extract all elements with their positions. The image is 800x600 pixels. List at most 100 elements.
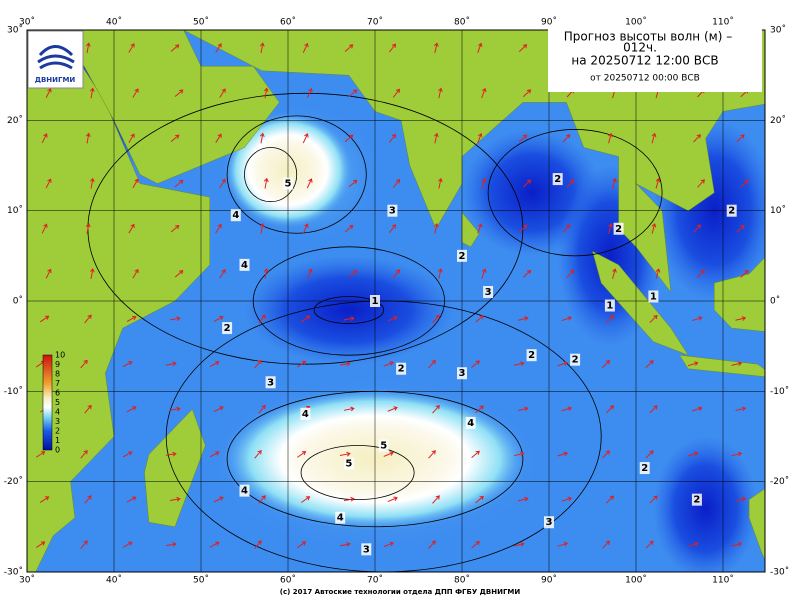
wave-direction-arrow — [45, 88, 52, 99]
arrow-shape — [89, 177, 95, 189]
arrow-shape — [383, 541, 394, 548]
land — [679, 354, 765, 377]
wave-direction-arrow — [651, 132, 657, 144]
arrow-shape — [687, 451, 699, 457]
arrow-shape — [432, 495, 440, 504]
wave-direction-arrow — [697, 179, 705, 188]
wave-direction-arrow — [475, 315, 484, 323]
wave-direction-arrow — [561, 316, 573, 322]
arrow-shape — [263, 268, 269, 279]
wave-direction-arrow — [438, 177, 443, 189]
arrow-shape — [170, 134, 180, 143]
wave-direction-arrow — [566, 269, 575, 278]
contour — [226, 115, 367, 234]
arrow-shape — [259, 222, 265, 234]
contour-label-bg — [483, 285, 494, 298]
lat-label-right: 30˚ — [770, 25, 786, 36]
arrow-shape — [215, 43, 222, 53]
arrow-shape — [339, 451, 351, 457]
wave-direction-arrow — [89, 268, 95, 279]
arrow-shape — [126, 496, 137, 503]
lon-label-top: 80˚ — [454, 17, 470, 28]
wave-direction-arrow — [343, 316, 355, 321]
logo-text: ДВНИГМИ — [35, 76, 76, 84]
arrow-shape — [209, 541, 220, 548]
wave-direction-arrow — [735, 496, 747, 502]
wave-direction-arrow — [388, 43, 397, 53]
wave-direction-arrow — [343, 406, 355, 412]
contour-label: 3 — [267, 377, 274, 388]
contour-label: 3 — [389, 206, 396, 217]
footer: (c) 2017 Автоские технологии отдела ДПП … — [280, 588, 521, 596]
lon-label-top: 100˚ — [625, 17, 647, 28]
colorbar-label: 9 — [55, 360, 60, 369]
arrow-shape — [522, 269, 532, 278]
arrow-shape — [740, 179, 749, 188]
wave-direction-arrow — [388, 224, 397, 234]
arrow-shape — [302, 42, 309, 53]
wave-direction-arrow — [731, 451, 743, 457]
wave-direction-arrow — [562, 134, 571, 143]
wave-direction-arrow — [432, 314, 440, 324]
wave-direction-arrow — [513, 451, 525, 457]
wave-direction-arrow — [471, 541, 480, 549]
arrow-shape — [557, 361, 569, 367]
arrow-shape — [258, 404, 266, 414]
title-line1: Прогноз высоты волн (м) – — [564, 30, 732, 44]
lon-label-bottom: 70˚ — [367, 575, 383, 586]
arrow-shape — [481, 87, 487, 99]
contour-label: 3 — [459, 368, 466, 379]
contour-label-bg — [343, 457, 354, 470]
lon-label-bottom: 40˚ — [106, 575, 122, 586]
arrow-shape — [165, 361, 177, 367]
wave-direction-arrow — [566, 179, 575, 188]
arrow-shape — [471, 450, 480, 459]
arrow-shape — [608, 223, 613, 234]
arrow-shape — [301, 315, 311, 323]
wave-direction-arrow — [297, 360, 307, 368]
wave-direction-arrow — [687, 451, 699, 457]
arrow-shape — [566, 179, 575, 188]
lon-label-top: 70˚ — [367, 17, 383, 28]
wave-direction-arrow — [85, 42, 91, 54]
arrow-shape — [601, 540, 611, 549]
wave-direction-arrow — [84, 495, 92, 504]
arrow-shape — [612, 268, 617, 279]
wave-direction-arrow — [301, 315, 311, 323]
arrow-shape — [477, 223, 483, 234]
wave-direction-arrow — [306, 178, 313, 189]
wave-direction-arrow — [517, 316, 529, 321]
wave-direction-arrow — [126, 406, 137, 413]
arrow-shape — [132, 268, 139, 279]
wave-direction-arrow — [687, 361, 699, 367]
lat-label-left: 0˚ — [13, 296, 23, 307]
arrow-shape — [132, 88, 139, 98]
arrow-shape — [608, 132, 613, 144]
arrow-shape — [645, 360, 654, 369]
arrow-shape — [477, 42, 483, 54]
arrow-shape — [522, 89, 532, 98]
wave-direction-arrow — [344, 44, 354, 52]
wave-direction-arrow — [122, 451, 133, 458]
wave-direction-arrow — [740, 269, 749, 278]
contour-label-bg — [691, 493, 702, 506]
lon-label-bottom: 90˚ — [541, 575, 557, 586]
contour-label-bg — [396, 362, 407, 375]
arrow-shape — [263, 87, 269, 99]
wave-direction-arrow — [170, 44, 180, 52]
wave-direction-arrow — [735, 316, 747, 321]
arrow-shape — [254, 359, 262, 369]
arrow-shape — [174, 179, 184, 188]
arrow-shape — [651, 223, 657, 234]
arrow-shape — [301, 496, 311, 503]
wave-direction-arrow — [39, 315, 50, 323]
arrow-shape — [84, 404, 92, 414]
wave-direction-arrow — [740, 179, 749, 188]
wave-direction-arrow — [471, 360, 480, 368]
arrow-shape — [344, 44, 354, 52]
arrow-shape — [428, 450, 436, 459]
arrow-shape — [601, 450, 611, 459]
arrow-shape — [438, 268, 443, 279]
wave-direction-arrow — [169, 316, 181, 322]
arrow-shape — [215, 223, 222, 234]
